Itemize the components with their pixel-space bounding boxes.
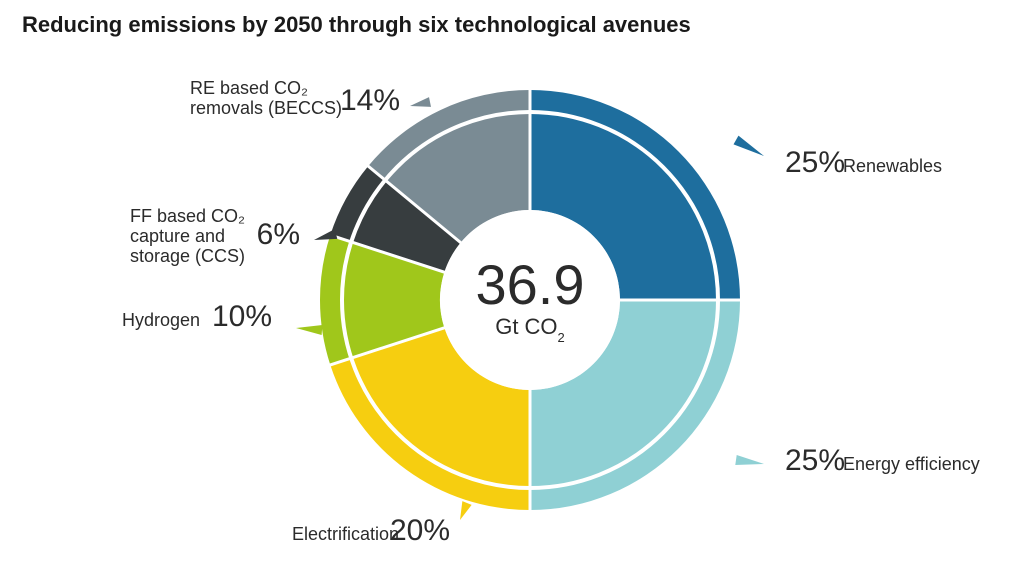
pct-beccs: 14% <box>340 84 400 117</box>
pct-renewables: 25% <box>785 146 845 179</box>
emissions-donut-chart: 36.9Gt CO225%Renewables25%Energy efficie… <box>0 0 1024 577</box>
label-electrification: Electrification <box>292 524 399 544</box>
callout-pointer-renewables <box>734 136 764 156</box>
pct-efficiency: 25% <box>785 444 845 477</box>
callout-pointer-ccs <box>314 229 337 240</box>
center-value: 36.9 <box>476 253 585 316</box>
label-renewables: Renewables <box>843 156 942 176</box>
callout-pointer-hydrogen <box>296 325 322 335</box>
label-efficiency: Energy efficiency <box>843 454 980 474</box>
label-hydrogen: Hydrogen <box>122 310 200 330</box>
label-beccs: RE based CO₂removals (BECCS) <box>190 78 342 118</box>
callout-pointer-electrification <box>460 501 472 520</box>
callout-pointer-efficiency <box>735 455 764 465</box>
callout-pointer-beccs <box>410 97 431 107</box>
pct-ccs: 6% <box>257 218 300 251</box>
pct-hydrogen: 10% <box>212 300 272 333</box>
label-ccs: FF based CO₂capture andstorage (CCS) <box>130 206 245 266</box>
